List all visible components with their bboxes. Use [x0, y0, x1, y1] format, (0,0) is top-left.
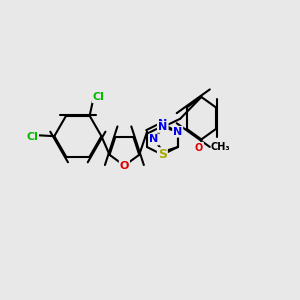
Text: N: N — [173, 127, 182, 137]
Text: S: S — [158, 148, 167, 161]
Text: CH₃: CH₃ — [210, 142, 230, 152]
Text: Cl: Cl — [92, 92, 104, 102]
Text: N: N — [158, 119, 167, 129]
Text: O: O — [195, 142, 203, 153]
Text: Cl: Cl — [26, 132, 38, 142]
Text: N: N — [149, 134, 159, 144]
Text: O: O — [120, 160, 129, 171]
Text: N: N — [158, 122, 168, 132]
